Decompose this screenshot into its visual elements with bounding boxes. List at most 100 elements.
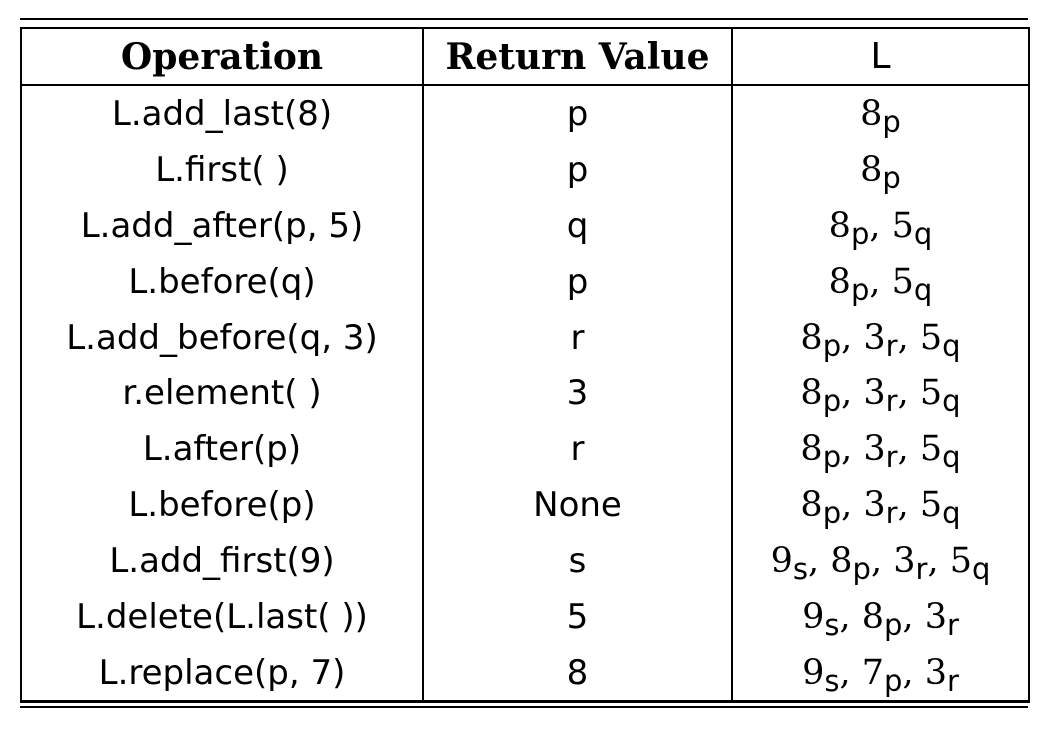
element-value: 8 <box>860 149 883 190</box>
element-value: 8 <box>830 541 853 582</box>
list-element: 3r <box>893 541 927 586</box>
table-row: L.first( ) p 8p <box>20 141 1030 198</box>
list-element: 8p <box>860 149 901 195</box>
list-element: 5q <box>920 373 961 418</box>
position-subscript: p <box>884 663 903 698</box>
list-state-cell: 8p, 3r, 5q <box>731 309 1030 366</box>
return-value-cell: 3 <box>422 365 733 422</box>
list-separator: , <box>869 261 892 302</box>
list-separator: , <box>897 317 920 358</box>
element-value: 9 <box>770 541 793 582</box>
position-subscript: p <box>822 384 842 419</box>
header-row: Operation Return Value L <box>20 28 1030 86</box>
position-subscript: r <box>885 440 898 475</box>
position-subscript: p <box>822 496 842 531</box>
element-value: 3 <box>893 541 916 582</box>
element-value: 5 <box>891 205 914 246</box>
operation-cell: L.before(q) <box>20 253 424 310</box>
list-separator: , <box>839 596 862 637</box>
list-separator: , <box>897 373 920 414</box>
operation-cell: L.before(p) <box>20 477 424 534</box>
element-value: 8 <box>800 485 823 526</box>
element-value: 9 <box>802 596 825 637</box>
list-element: 8p <box>860 93 901 139</box>
operation-cell: L.add_before(q, 3) <box>20 309 424 366</box>
element-value: 8 <box>800 429 823 470</box>
list-element: 8p <box>828 205 870 251</box>
position-subscript: s <box>824 607 840 642</box>
position-subscript: r <box>885 496 898 531</box>
position-subscript: p <box>884 607 903 642</box>
element-value: 3 <box>863 429 886 470</box>
list-element: 7p <box>862 653 903 698</box>
list-element: 8p <box>800 485 841 530</box>
list-state-cell: 9s, 7p, 3r <box>731 644 1030 702</box>
position-subscript: p <box>822 440 842 475</box>
table-row: L.add_last(8) p 8p <box>20 85 1030 142</box>
list-element: 9s <box>802 653 839 698</box>
operation-cell: L.add_after(p, 5) <box>20 197 424 254</box>
list-element: 3r <box>924 596 959 642</box>
element-value: 3 <box>863 373 886 414</box>
list-element: 5q <box>950 541 991 586</box>
table-row: L.before(p) None 8p, 3r, 5q <box>20 477 1030 534</box>
position-subscript: s <box>792 552 808 587</box>
operation-cell: L.after(p) <box>20 421 424 478</box>
return-value-cell: None <box>422 477 733 534</box>
table-row: L.replace(p, 7) 8 9s, 7p, 3r <box>20 644 1030 702</box>
table-body: L.add_last(8) p 8p L.first( ) p 8p L.add_after… <box>20 85 1030 702</box>
element-value: 3 <box>863 485 886 526</box>
list-element: 3r <box>863 485 897 530</box>
position-subscript: q <box>971 552 991 587</box>
list-separator: , <box>870 541 894 582</box>
list-state-cell: 8p, 3r, 5q <box>731 477 1030 534</box>
position-subscript: r <box>946 607 959 642</box>
element-value: 8 <box>800 373 823 414</box>
list-element: 5q <box>892 262 933 307</box>
list-state-cell: 9s, 8p, 3r <box>731 589 1030 645</box>
table-row: L.add_after(p, 5) q 8p, 5q <box>20 197 1030 254</box>
list-separator: , <box>897 485 920 526</box>
list-element: 5q <box>891 205 933 251</box>
return-value-cell: r <box>422 421 733 478</box>
top-rule <box>20 18 1028 20</box>
position-subscript: s <box>824 663 840 698</box>
list-element: 3r <box>863 318 897 363</box>
list-separator: , <box>869 205 892 246</box>
list-separator: , <box>902 596 925 637</box>
element-value: 5 <box>919 429 943 470</box>
list-element: 9s <box>802 596 839 642</box>
return-value-cell: r <box>422 309 733 366</box>
list-separator: , <box>841 317 864 358</box>
list-state-cell: 8p, 5q <box>731 197 1030 254</box>
header-list: L <box>731 28 1030 86</box>
element-value: 8 <box>828 261 851 302</box>
list-element: 8p <box>828 261 870 307</box>
position-subscript: q <box>942 328 961 363</box>
operations-table: Operation Return Value L L.add_last(8) p 8… <box>20 27 1030 703</box>
position-subscript: p <box>852 552 871 587</box>
position-subscript: q <box>913 272 933 307</box>
list-element: 8p <box>800 373 841 418</box>
list-state-cell: 8p, 3r, 5q <box>731 421 1030 478</box>
list-element: 3r <box>863 429 897 474</box>
position-subscript: r <box>915 552 928 587</box>
list-state-cell: 8p <box>731 141 1030 198</box>
return-value-cell: p <box>422 85 733 142</box>
return-value-cell: p <box>422 253 733 310</box>
element-value: 8 <box>800 317 823 358</box>
element-value: 8 <box>860 93 883 134</box>
position-subscript: r <box>885 328 898 363</box>
element-value: 3 <box>924 596 947 637</box>
position-subscript: q <box>942 440 961 475</box>
list-element: 9s <box>770 541 808 586</box>
table-row: L.after(p) r 8p, 3r, 5q <box>20 421 1030 478</box>
position-subscript: q <box>913 216 933 251</box>
return-value-cell: 8 <box>422 644 733 702</box>
element-value: 8 <box>828 205 851 246</box>
list-separator: , <box>807 541 831 582</box>
position-subscript: p <box>850 272 870 307</box>
table-row: L.before(q) p 8p, 5q <box>20 253 1030 310</box>
list-separator: , <box>841 485 864 526</box>
position-subscript: p <box>822 328 842 363</box>
